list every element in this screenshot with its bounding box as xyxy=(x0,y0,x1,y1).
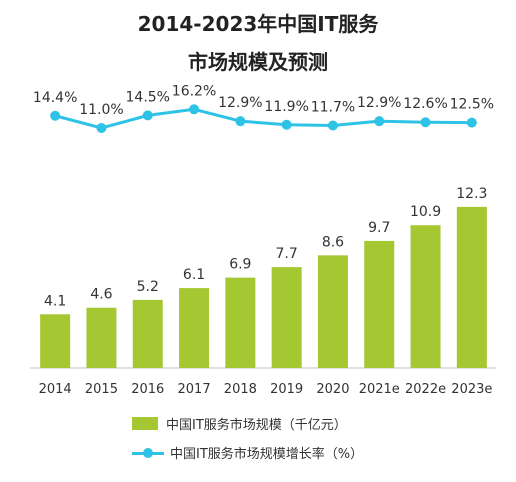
bar-value-label: 5.2 xyxy=(137,279,159,295)
bar-value-label: 6.9 xyxy=(229,257,251,273)
legend-item-line: 中国IT服务市场规模增长率（%） xyxy=(132,443,363,462)
legend-line-label: 中国IT服务市场规模增长率（%） xyxy=(170,447,364,462)
bar-2021e xyxy=(364,240,395,368)
x-tick-label: 2016 xyxy=(131,382,164,397)
growth-value-label: 11.9% xyxy=(264,99,308,115)
bar-value-label: 10.9 xyxy=(410,204,441,220)
legend-item-bar: 中国IT服务市场规模（千亿元） xyxy=(132,414,347,433)
x-tick-label: 2021e xyxy=(359,382,400,397)
x-tick-label: 2023e xyxy=(451,382,492,397)
growth-point-2023e xyxy=(466,117,477,128)
bar-2016 xyxy=(132,299,163,368)
bar-2022e xyxy=(410,225,441,368)
growth-value-label: 14.5% xyxy=(126,89,170,105)
x-tick-label: 2015 xyxy=(85,382,118,397)
legend-bar-swatch xyxy=(132,417,158,430)
growth-value-label: 11.0% xyxy=(79,102,123,118)
growth-point-2017 xyxy=(189,104,200,115)
bar-value-label: 8.6 xyxy=(322,234,344,250)
growth-point-2022e xyxy=(420,117,431,128)
growth-point-2015 xyxy=(96,123,107,133)
bar-value-label: 6.1 xyxy=(183,267,205,283)
bar-2020 xyxy=(317,255,348,368)
growth-value-label: 16.2% xyxy=(172,83,216,99)
bar-value-label: 9.7 xyxy=(368,220,390,236)
growth-value-label: 14.4% xyxy=(33,90,77,106)
bar-value-label: 4.6 xyxy=(90,287,112,303)
bar-value-label: 12.3 xyxy=(456,186,487,202)
growth-point-2019 xyxy=(281,119,292,130)
x-tick-label: 2022e xyxy=(405,382,446,397)
legend-line-swatch xyxy=(132,446,164,460)
bar-2019 xyxy=(271,267,302,368)
growth-point-2021e xyxy=(374,116,385,127)
growth-value-label: 12.9% xyxy=(218,95,262,111)
bar-2017 xyxy=(179,288,210,368)
bar-2023e xyxy=(456,206,487,368)
bar-2015 xyxy=(86,307,117,368)
x-tick-label: 2017 xyxy=(178,382,211,397)
growth-value-label: 12.9% xyxy=(357,95,401,111)
bar-value-label: 7.7 xyxy=(276,246,298,262)
growth-point-2014 xyxy=(50,110,61,121)
growth-value-label: 12.6% xyxy=(403,96,447,112)
bar-value-label: 4.1 xyxy=(44,293,66,309)
growth-point-2020 xyxy=(327,120,338,131)
x-tick-label: 2018 xyxy=(224,382,257,397)
bar-2018 xyxy=(225,277,256,368)
growth-point-2018 xyxy=(235,116,246,127)
growth-value-label: 12.5% xyxy=(450,97,494,113)
growth-rate-line xyxy=(54,107,472,130)
combo-chart: 4.1 2014 4.6 2015 5.2 2016 6.1 2017 6.9 2018 7.7 20… xyxy=(30,83,496,397)
legend-bar-label: 中国IT服务市场规模（千亿元） xyxy=(166,418,347,433)
legend-line-marker xyxy=(143,447,153,458)
chart-title-line-2: 市场规模及预测 xyxy=(188,50,328,74)
growth-value-label: 11.7% xyxy=(311,99,355,115)
x-tick-label: 2019 xyxy=(270,382,303,397)
growth-point-2016 xyxy=(142,110,153,121)
x-tick-label: 2020 xyxy=(316,382,349,397)
bar-2014 xyxy=(40,314,71,368)
chart-title-line-1: 2014-2023年中国IT服务 xyxy=(137,12,379,36)
x-tick-label: 2014 xyxy=(39,382,72,397)
